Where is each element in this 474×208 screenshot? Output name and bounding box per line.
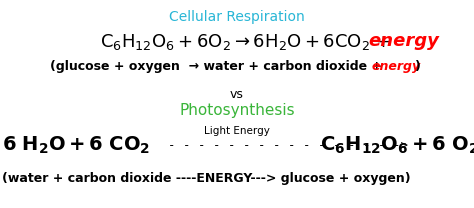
Text: $\mathdefault{6\ H_2O + 6\ CO_2}$: $\mathdefault{6\ H_2O + 6\ CO_2}$	[2, 135, 150, 156]
Text: energy: energy	[372, 60, 421, 73]
Text: $\mathdefault{C_6H_{12}O_6 + 6\ O_2}$: $\mathdefault{C_6H_{12}O_6 + 6\ O_2}$	[320, 135, 474, 156]
Text: vs: vs	[230, 88, 244, 101]
Text: $\mathdefault{C_6H_{12}O_6 + 6O_2 \rightarrow 6H_2O + 6CO_2}$ +: $\mathdefault{C_6H_{12}O_6 + 6O_2 \right…	[100, 32, 392, 52]
Text: energy: energy	[368, 32, 439, 50]
Text: Cellular Respiration: Cellular Respiration	[169, 10, 305, 24]
Text: - - - - - - - - - - - - - - - ->: - - - - - - - - - - - - - - - ->	[168, 139, 408, 152]
Text: Photosynthesis: Photosynthesis	[179, 103, 295, 118]
Text: (water + carbon dioxide ----ENERGY---> glucose + oxygen): (water + carbon dioxide ----ENERGY---> g…	[2, 172, 410, 185]
Text: ): )	[415, 60, 421, 73]
Text: Light Energy: Light Energy	[204, 126, 270, 136]
Text: (glucose + oxygen  → water + carbon dioxide +: (glucose + oxygen → water + carbon dioxi…	[50, 60, 386, 73]
